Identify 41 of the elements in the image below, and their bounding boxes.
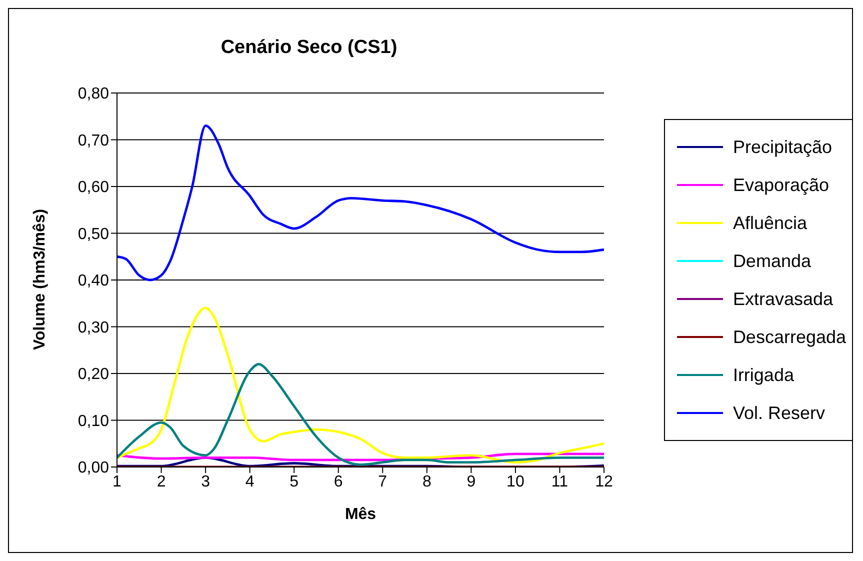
- x-axis-title: Mês: [344, 506, 376, 523]
- x-tick-label: 1: [112, 473, 122, 490]
- legend-label: Demanda: [732, 250, 811, 272]
- y-tick-label: 0,30: [78, 319, 110, 336]
- x-tick-label: 2: [156, 473, 166, 490]
- legend-label: Vol. Reserv: [732, 402, 825, 424]
- x-tick-label: 7: [378, 473, 388, 490]
- y-tick-label: 0,20: [78, 366, 110, 384]
- y-tick-label: 0,80: [78, 86, 110, 103]
- x-tick-label: 6: [334, 473, 343, 490]
- line-series: [117, 452, 604, 462]
- legend-entry: Vol. Reserv: [672, 394, 846, 432]
- x-tick-label: 4: [245, 473, 254, 490]
- y-tick-label: 0,50: [78, 226, 110, 243]
- y-tick-label: 0,00: [78, 460, 110, 477]
- legend-entry: Extravasada: [672, 280, 846, 318]
- legend-label: Extravasada: [732, 288, 833, 310]
- x-tick-label: 10: [506, 473, 524, 490]
- y-tick-label: 0,70: [78, 132, 110, 150]
- x-tick-label: 12: [595, 473, 613, 490]
- x-tick-label: 8: [422, 473, 432, 490]
- legend-label: Descarregada: [732, 326, 846, 348]
- legend-label: Evaporação: [732, 174, 830, 196]
- legend-entry: Precipitação: [672, 128, 846, 166]
- y-tick-label: 0,40: [78, 272, 110, 290]
- legend-entry: Irrigada: [672, 356, 846, 394]
- legend-entry: Descarregada: [672, 318, 846, 356]
- legend-entry: Afluência: [672, 204, 846, 242]
- legend-entry: Evaporação: [672, 166, 846, 204]
- legend-label: Afluência: [732, 212, 807, 234]
- x-tick-label: 5: [290, 473, 299, 490]
- y-tick-label: 0,10: [78, 412, 110, 430]
- x-tick-label: 3: [201, 473, 210, 490]
- x-tick-label: 11: [551, 473, 568, 490]
- legend-label: Precipitação: [732, 136, 832, 158]
- y-axis-title: Volume (hm3/mês): [32, 208, 49, 350]
- legend-entry: Demanda: [672, 242, 846, 280]
- chart-title: Cenário Seco (CS1): [220, 37, 398, 59]
- x-tick-label: 9: [466, 473, 476, 490]
- legend-label: Irrigada: [732, 364, 794, 386]
- y-tick-label: 0,60: [78, 179, 110, 196]
